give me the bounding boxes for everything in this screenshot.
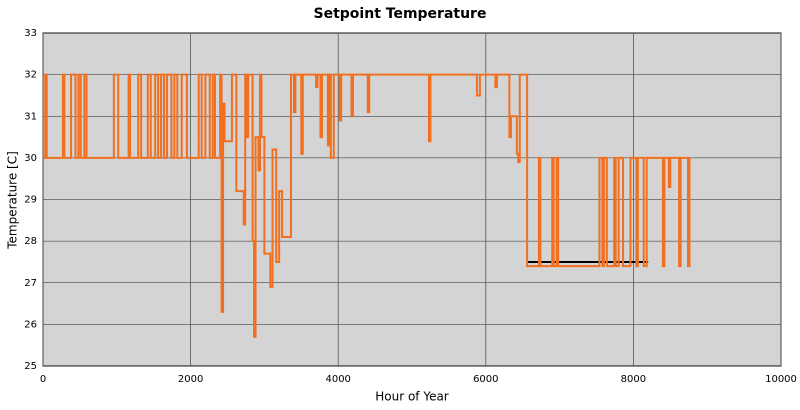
y-tick-label: 29 xyxy=(24,195,37,206)
x-tick-label: 4000 xyxy=(325,374,350,385)
data-line xyxy=(43,73,691,338)
y-tick-label: 33 xyxy=(24,28,37,39)
x-tick-label: 10000 xyxy=(765,374,797,385)
y-tick-label: 30 xyxy=(24,153,37,164)
y-axis-label: Temperature [C] xyxy=(6,151,20,250)
y-tick-label: 31 xyxy=(24,111,37,122)
y-tick-label: 27 xyxy=(24,278,37,289)
x-tick-label: 6000 xyxy=(473,374,498,385)
y-tick-label: 28 xyxy=(24,236,37,247)
y-tick-label: 25 xyxy=(24,361,37,372)
y-tick-label: 32 xyxy=(24,70,37,81)
x-tick-label: 8000 xyxy=(621,374,646,385)
x-axis-label: Hour of Year xyxy=(375,390,449,404)
x-tick-label: 2000 xyxy=(178,374,203,385)
y-tick-label: 26 xyxy=(24,319,37,330)
x-tick-label: 0 xyxy=(40,374,46,385)
chart-title: Setpoint Temperature xyxy=(314,6,487,22)
